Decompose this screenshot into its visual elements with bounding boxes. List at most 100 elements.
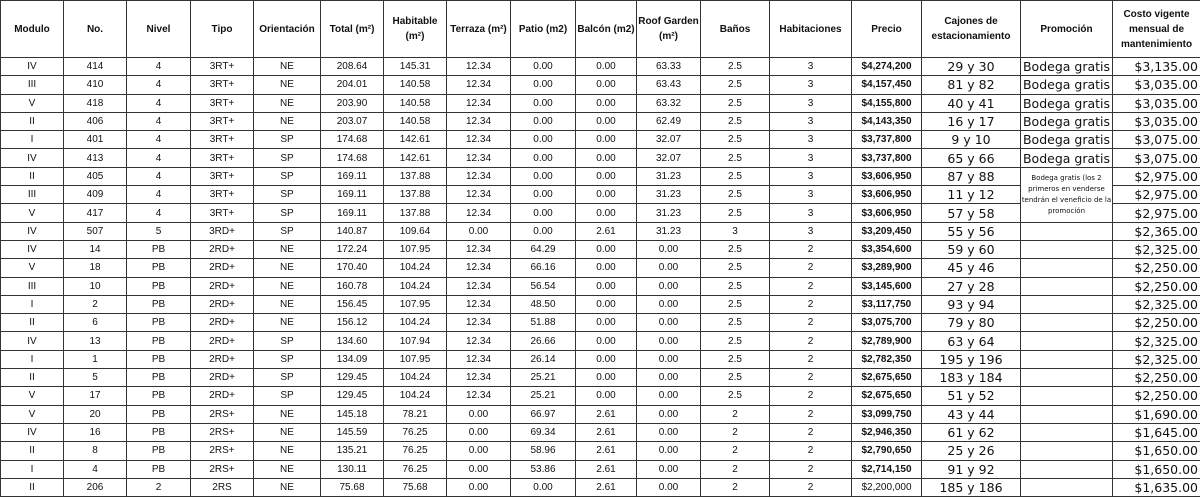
- cell-terraza: 0.00: [447, 442, 511, 460]
- cell-habitaciones: 2: [770, 478, 852, 496]
- cell-promocion: [1021, 332, 1113, 350]
- cell-banos: 2.5: [701, 186, 770, 204]
- cell-tipo: 2RS+: [191, 442, 254, 460]
- cell-tipo: 3RT+: [191, 94, 254, 112]
- cell-nivel: PB: [127, 369, 191, 387]
- cell-total: 130.11: [321, 460, 384, 478]
- cell-tipo: 3RT+: [191, 131, 254, 149]
- cell-banos: 2.5: [701, 112, 770, 130]
- cell-promocion: [1021, 277, 1113, 295]
- cell-roof-garden: 32.07: [637, 131, 701, 149]
- col-header-balcon: Balcón (m2): [576, 1, 637, 58]
- cell-no: 2: [64, 295, 127, 313]
- cell-tipo: 2RD+: [191, 277, 254, 295]
- cell-patio: 0.00: [511, 167, 576, 185]
- cell-no: 16: [64, 423, 127, 441]
- cell-banos: 2: [701, 460, 770, 478]
- cell-total: 156.12: [321, 314, 384, 332]
- cell-total: 169.11: [321, 167, 384, 185]
- cell-tipo: 3RT+: [191, 149, 254, 167]
- cell-orientacion: NE: [254, 259, 321, 277]
- cell-precio: $3,606,950: [852, 167, 922, 185]
- cell-precio: $3,606,950: [852, 204, 922, 222]
- cell-costo: $2,975.00: [1113, 204, 1200, 222]
- cell-cajones: 61 y 62: [922, 423, 1021, 441]
- cell-patio: 0.00: [511, 58, 576, 76]
- cell-patio: 0.00: [511, 131, 576, 149]
- cell-nivel: PB: [127, 277, 191, 295]
- cell-balcon: 2.61: [576, 423, 637, 441]
- cell-no: 417: [64, 204, 127, 222]
- cell-patio: 48.50: [511, 295, 576, 313]
- cell-nivel: PB: [127, 295, 191, 313]
- cell-habitable: 137.88: [384, 167, 447, 185]
- cell-modulo: V: [1, 94, 64, 112]
- cell-no: 14: [64, 240, 127, 258]
- cell-cajones: 45 y 46: [922, 259, 1021, 277]
- cell-habitable: 140.58: [384, 112, 447, 130]
- cell-precio: $2,675,650: [852, 369, 922, 387]
- cell-habitable: 75.68: [384, 478, 447, 496]
- cell-modulo: IV: [1, 149, 64, 167]
- cell-modulo: II: [1, 314, 64, 332]
- cell-roof-garden: 0.00: [637, 240, 701, 258]
- cell-no: 4: [64, 460, 127, 478]
- cell-orientacion: SP: [254, 387, 321, 405]
- cell-habitable: 142.61: [384, 131, 447, 149]
- cell-nivel: 4: [127, 58, 191, 76]
- cell-banos: 2.5: [701, 94, 770, 112]
- cell-total: 134.60: [321, 332, 384, 350]
- cell-no: 410: [64, 76, 127, 94]
- cell-orientacion: NE: [254, 405, 321, 423]
- cell-terraza: 0.00: [447, 423, 511, 441]
- cell-balcon: 0.00: [576, 314, 637, 332]
- cell-balcon: 0.00: [576, 350, 637, 368]
- cell-habitable: 140.58: [384, 94, 447, 112]
- cell-habitable: 142.61: [384, 149, 447, 167]
- cell-total: 169.11: [321, 204, 384, 222]
- cell-modulo: IV: [1, 58, 64, 76]
- cell-balcon: 0.00: [576, 332, 637, 350]
- cell-precio: $3,354,600: [852, 240, 922, 258]
- cell-costo: $2,250.00: [1113, 314, 1200, 332]
- cell-habitable: 107.94: [384, 332, 447, 350]
- cell-nivel: 4: [127, 167, 191, 185]
- cell-promocion: Bodega gratis: [1021, 112, 1113, 130]
- cell-promocion: Bodega gratis: [1021, 76, 1113, 94]
- cell-total: 169.11: [321, 186, 384, 204]
- cell-habitable: 137.88: [384, 186, 447, 204]
- col-header-nivel: Nivel: [127, 1, 191, 58]
- cell-roof-garden: 0.00: [637, 369, 701, 387]
- cell-terraza: 0.00: [447, 222, 511, 240]
- cell-no: 8: [64, 442, 127, 460]
- cell-banos: 2.5: [701, 277, 770, 295]
- cell-roof-garden: 32.07: [637, 149, 701, 167]
- cell-habitable: 140.58: [384, 76, 447, 94]
- cell-precio: $3,289,900: [852, 259, 922, 277]
- cell-habitable: 107.95: [384, 240, 447, 258]
- cell-precio: $4,143,350: [852, 112, 922, 130]
- cell-modulo: IV: [1, 222, 64, 240]
- cell-orientacion: NE: [254, 76, 321, 94]
- cell-patio: 66.16: [511, 259, 576, 277]
- cell-promocion: Bodega gratis: [1021, 58, 1113, 76]
- cell-tipo: 2RS+: [191, 460, 254, 478]
- cell-banos: 2: [701, 405, 770, 423]
- cell-balcon: 0.00: [576, 76, 637, 94]
- col-header-orientacion: Orientación: [254, 1, 321, 58]
- cell-balcon: 0.00: [576, 186, 637, 204]
- cell-orientacion: NE: [254, 442, 321, 460]
- cell-tipo: 2RD+: [191, 295, 254, 313]
- cell-habitable: 107.95: [384, 295, 447, 313]
- cell-promocion: [1021, 314, 1113, 332]
- cell-habitaciones: 2: [770, 442, 852, 460]
- cell-promocion: [1021, 350, 1113, 368]
- cell-balcon: 2.61: [576, 405, 637, 423]
- cell-cajones: 87 y 88: [922, 167, 1021, 185]
